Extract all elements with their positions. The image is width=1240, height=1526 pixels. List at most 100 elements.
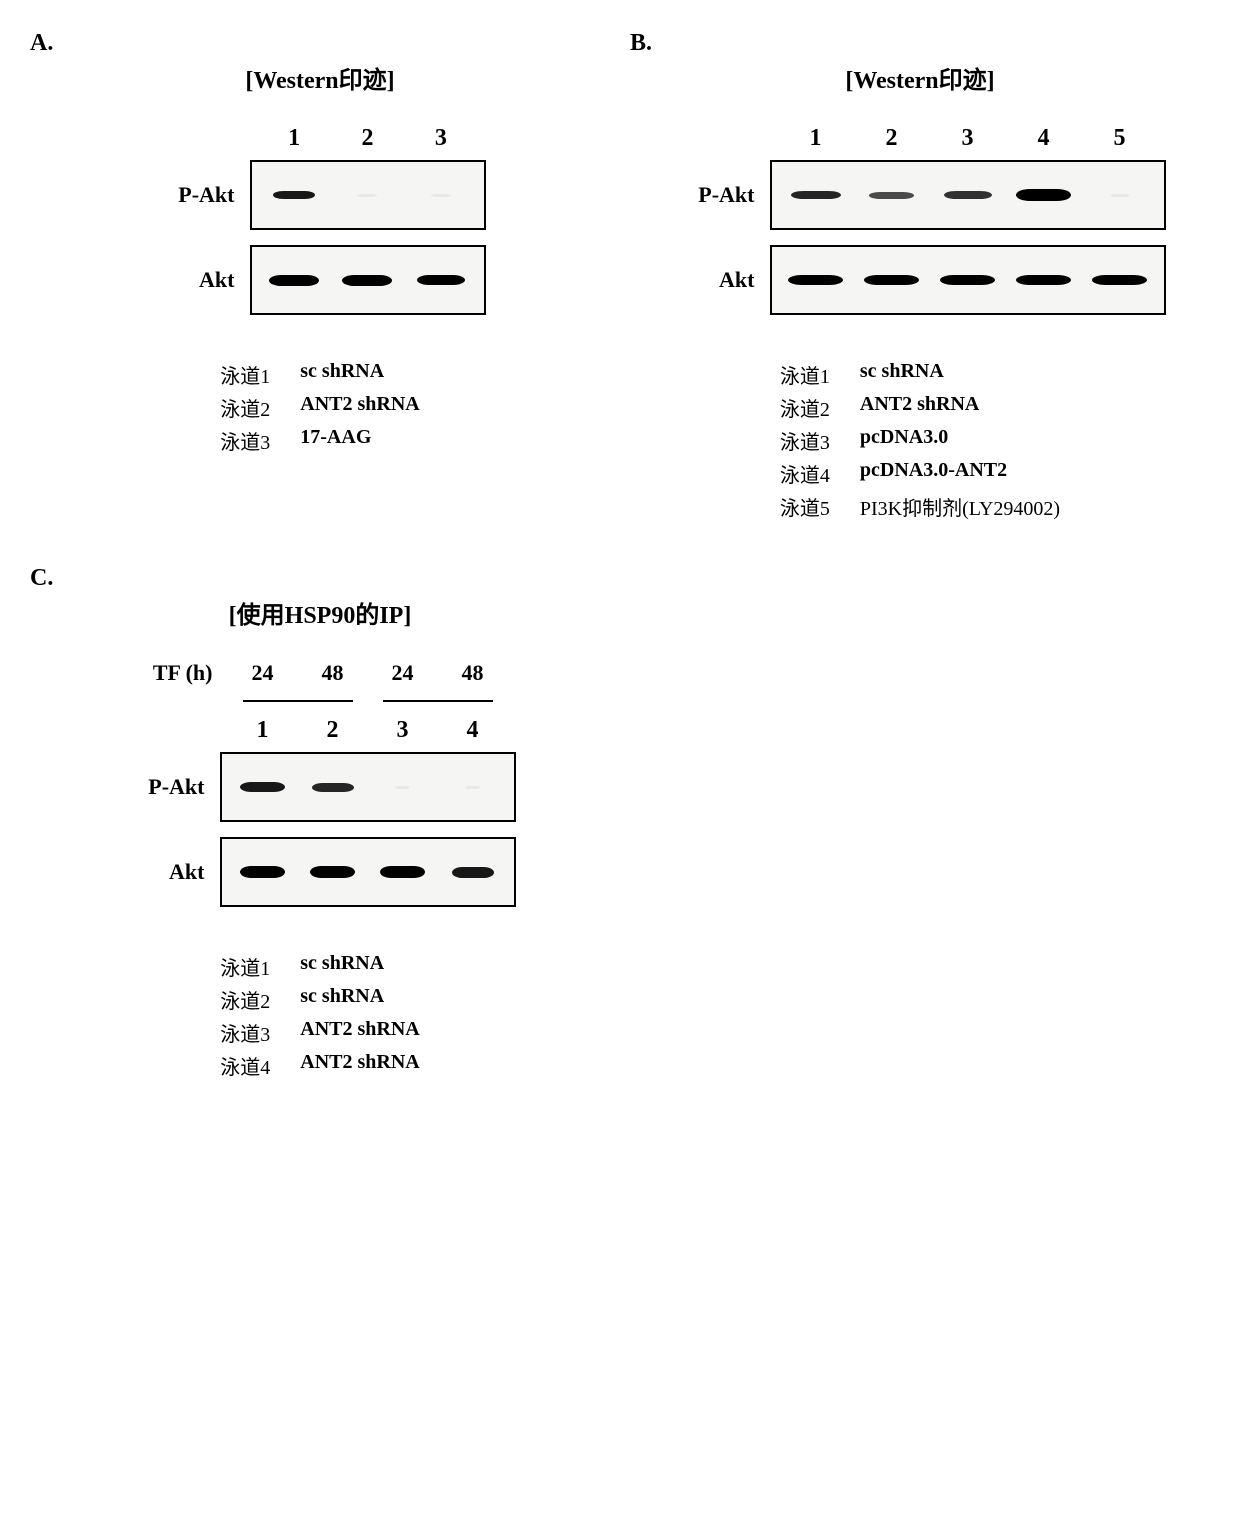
legend-value: pcDNA3.0-ANT2 bbox=[860, 459, 1007, 488]
band bbox=[310, 866, 355, 878]
legend-key: 泳道3 bbox=[780, 426, 860, 455]
row-label: Akt bbox=[155, 267, 250, 293]
band bbox=[788, 275, 843, 285]
legend-key: 泳道4 bbox=[220, 1051, 300, 1080]
lane-number: 4 bbox=[443, 717, 503, 744]
panel-b: B. [Western印迹] X 12345 P-AktAkt 泳道1sc sh… bbox=[630, 30, 1210, 525]
legend-row: 泳道2sc shRNA bbox=[220, 985, 419, 1014]
legend-row: 泳道3ANT2 shRNA bbox=[220, 1018, 419, 1047]
legend-value: ANT2 shRNA bbox=[300, 1018, 419, 1047]
band bbox=[864, 275, 919, 285]
blot-box bbox=[250, 160, 486, 230]
legend-key: 泳道3 bbox=[220, 426, 300, 455]
band bbox=[869, 192, 914, 199]
panel-b-lane-numbers: 12345 bbox=[778, 125, 1158, 152]
lane-number: 5 bbox=[1085, 125, 1155, 152]
band bbox=[940, 275, 995, 285]
band bbox=[312, 783, 354, 792]
row-label: P-Akt bbox=[125, 774, 220, 800]
panel-c-rows: P-Akt Akt bbox=[125, 752, 516, 922]
blot-row: Akt bbox=[125, 837, 516, 907]
legend-row: 泳道5PI3K抑制剂(LY294002) bbox=[780, 492, 1060, 521]
legend-row: 泳道4pcDNA3.0-ANT2 bbox=[780, 459, 1060, 488]
tf-value: 48 bbox=[303, 660, 363, 686]
blot-row: P-Akt bbox=[675, 160, 1166, 230]
panel-c-lane-numbers: 1234 bbox=[228, 717, 508, 744]
legend-value: PI3K抑制剂(LY294002) bbox=[860, 492, 1060, 521]
blot-row: Akt bbox=[155, 245, 486, 315]
legend-key: 泳道5 bbox=[780, 492, 860, 521]
band bbox=[452, 867, 494, 878]
lane-number: 4 bbox=[1009, 125, 1079, 152]
panel-c-underlines bbox=[228, 698, 508, 702]
panel-c-legend: 泳道1sc shRNA泳道2sc shRNA泳道3ANT2 shRNA泳道4AN… bbox=[220, 952, 419, 1084]
band bbox=[791, 191, 841, 199]
legend-value: ANT2 shRNA bbox=[300, 393, 419, 422]
legend-row: 泳道1sc shRNA bbox=[780, 360, 1060, 389]
legend-value: pcDNA3.0 bbox=[860, 426, 948, 455]
band bbox=[417, 275, 465, 285]
panel-c-title: [使用HSP90的IP] bbox=[30, 595, 610, 630]
figure-container: A. [Western印迹] X 123 P-AktAkt 泳道1sc shRN… bbox=[30, 30, 1210, 1084]
band bbox=[240, 782, 285, 792]
panel-c-blot-area: TF (h) 24482448 X X 1234 P-AktAkt 泳道1sc … bbox=[30, 660, 610, 1084]
legend-row: 泳道2ANT2 shRNA bbox=[220, 393, 419, 422]
band bbox=[431, 194, 451, 197]
panel-a: A. [Western印迹] X 123 P-AktAkt 泳道1sc shRN… bbox=[30, 30, 610, 525]
legend-key: 泳道3 bbox=[220, 1018, 300, 1047]
panel-c-label: C. bbox=[30, 565, 53, 592]
blot-box bbox=[770, 245, 1166, 315]
legend-row: 泳道1sc shRNA bbox=[220, 952, 419, 981]
lane-number: 2 bbox=[303, 717, 363, 744]
blot-row: P-Akt bbox=[125, 752, 516, 822]
band bbox=[240, 866, 285, 878]
band bbox=[380, 866, 425, 878]
row-label: Akt bbox=[125, 859, 220, 885]
lane-number: 1 bbox=[781, 125, 851, 152]
lane-number: 2 bbox=[337, 125, 397, 152]
tf-value: 48 bbox=[443, 660, 503, 686]
blot-box bbox=[220, 752, 516, 822]
legend-key: 泳道2 bbox=[220, 393, 300, 422]
band bbox=[465, 786, 480, 789]
lane-number: 2 bbox=[857, 125, 927, 152]
panel-a-label: A. bbox=[30, 30, 53, 57]
legend-value: ANT2 shRNA bbox=[300, 1051, 419, 1080]
panel-a-lane-numbers: 123 bbox=[258, 125, 478, 152]
panel-a-rows: P-Akt Akt bbox=[155, 160, 486, 330]
panel-b-legend: 泳道1sc shRNA 泳道2ANT2 shRNA 泳道3pcDNA3.0 泳道4pc… bbox=[780, 360, 1060, 525]
legend-key: 泳道1 bbox=[780, 360, 860, 389]
band bbox=[273, 191, 315, 199]
band bbox=[1016, 275, 1071, 285]
legend-key: 泳道1 bbox=[220, 360, 300, 389]
tf-value: 24 bbox=[373, 660, 433, 686]
band bbox=[1110, 194, 1130, 197]
panel-b-label: B. bbox=[630, 30, 652, 57]
legend-row: 泳道2ANT2 shRNA bbox=[780, 393, 1060, 422]
legend-row: 泳道4ANT2 shRNA bbox=[220, 1051, 419, 1080]
row-label: P-Akt bbox=[675, 182, 770, 208]
tf-value: 24 bbox=[233, 660, 293, 686]
row-label: P-Akt bbox=[155, 182, 250, 208]
legend-value: sc shRNA bbox=[300, 985, 384, 1014]
band bbox=[944, 191, 992, 199]
legend-key: 泳道1 bbox=[220, 952, 300, 981]
panel-a-title: [Western印迹] bbox=[30, 60, 610, 95]
blot-box bbox=[770, 160, 1166, 230]
panel-c-tf-label: TF (h) bbox=[133, 660, 228, 686]
blot-row: P-Akt bbox=[155, 160, 486, 230]
legend-row: 泳道3pcDNA3.0 bbox=[780, 426, 1060, 455]
legend-key: 泳道2 bbox=[220, 985, 300, 1014]
legend-value: ANT2 shRNA bbox=[860, 393, 979, 422]
blot-box bbox=[250, 245, 486, 315]
panel-c-tf-values: 24 48 24 48 bbox=[228, 660, 508, 686]
panel-c: C. [使用HSP90的IP] TF (h) 24482448 X X 1234… bbox=[30, 565, 610, 1084]
panel-b-blot-area: X 12345 P-AktAkt 泳道1sc shRNA泳道2ANT2 shRN… bbox=[630, 125, 1210, 525]
legend-value: 17-AAG bbox=[300, 426, 371, 455]
band bbox=[269, 275, 319, 286]
panel-a-legend: 泳道1sc shRNA泳道2ANT2 shRNA泳道317-AAG bbox=[220, 360, 419, 459]
legend-value: sc shRNA bbox=[860, 360, 944, 389]
lane-number: 3 bbox=[373, 717, 433, 744]
legend-row: 泳道1sc shRNA bbox=[220, 360, 419, 389]
group-underline bbox=[243, 698, 353, 702]
